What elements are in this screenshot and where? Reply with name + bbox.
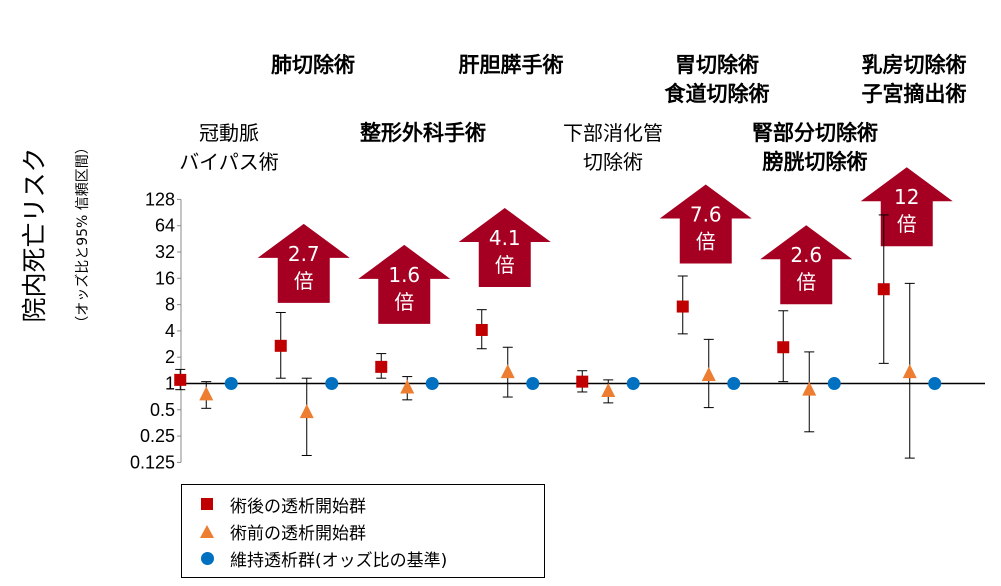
- circle-marker: [928, 377, 942, 390]
- y-tick-label: 32: [155, 242, 175, 262]
- arrow-value-label: 2.6: [790, 243, 822, 267]
- circle-marker: [827, 377, 841, 390]
- square-marker: [877, 283, 890, 296]
- arrow-suffix-label: 倍: [796, 270, 816, 294]
- category-label-line: 冠動脈: [199, 121, 259, 145]
- arrow-value-label: 1.6: [388, 263, 420, 287]
- circle-marker: [727, 377, 741, 390]
- triangle-marker: [601, 383, 616, 398]
- y-tick-label: 8: [165, 295, 175, 315]
- category-label-line: 腎部分切除術: [752, 121, 878, 145]
- category-label-line: 子宮摘出術: [862, 82, 967, 106]
- arrow-suffix-label: 倍: [495, 253, 515, 277]
- circle-marker: [425, 377, 439, 390]
- square-marker: [174, 373, 187, 386]
- y-tick-label: 16: [155, 268, 175, 288]
- circle-marker: [224, 377, 238, 390]
- legend-item-maintenance: 維持透析群(オッズ比の基準): [196, 545, 447, 571]
- category-label-line: 下部消化管: [563, 121, 663, 145]
- triangle-marker: [199, 386, 214, 401]
- category-label-line: 整形外科手術: [360, 121, 486, 145]
- square-marker: [576, 375, 589, 388]
- legend-circle-marker: [196, 551, 218, 566]
- square-marker: [274, 339, 287, 352]
- category-label: 肝胆膵手術: [459, 53, 564, 77]
- category-label-line: 肺切除術: [271, 53, 355, 77]
- category-label: 肺切除術: [271, 53, 355, 77]
- arrow-value-label: 7.6: [690, 203, 722, 227]
- triangle-marker: [400, 379, 415, 394]
- y-tick-label: 4: [165, 321, 175, 341]
- triangle-marker: [500, 364, 515, 379]
- arrow-suffix-label: 倍: [696, 230, 716, 254]
- arrow-suffix-label: 倍: [394, 290, 414, 314]
- category-label: 胃切除術食道切除術: [665, 53, 770, 106]
- triangle-marker: [701, 367, 716, 382]
- increase-arrow: [659, 184, 752, 264]
- square-marker: [375, 360, 388, 373]
- square-marker: [777, 341, 790, 354]
- legend-square-marker: [196, 497, 218, 511]
- category-label-line: 切除術: [583, 150, 643, 174]
- increase-arrow: [458, 207, 551, 287]
- category-label: 下部消化管切除術: [563, 121, 663, 174]
- legend-label-preop: 術前の透析開始群: [230, 523, 366, 544]
- arrow-suffix-label: 倍: [897, 212, 917, 236]
- circle-marker: [325, 377, 339, 390]
- category-label-line: バイパス術: [179, 150, 279, 174]
- category-label: 腎部分切除術膀胱切除術: [752, 121, 878, 174]
- increase-arrow: [257, 223, 350, 303]
- category-label-line: 肝胆膵手術: [459, 53, 564, 77]
- category-label-line: 膀胱切除術: [762, 150, 868, 174]
- triangle-marker: [902, 364, 917, 379]
- category-label: 整形外科手術: [360, 121, 486, 145]
- arrow-value-label: 4.1: [489, 226, 521, 250]
- y-axis-label: 院内死亡リスク: [20, 147, 49, 323]
- increase-arrow: [760, 225, 853, 305]
- legend-label-postop: 術後の透析開始群: [230, 496, 366, 517]
- y-tick-label: 0.5: [150, 400, 175, 420]
- y-tick-label: 1: [165, 374, 175, 394]
- category-label-line: 乳房切除術: [862, 53, 967, 77]
- y-tick-label: 0.25: [140, 426, 175, 446]
- circle-marker: [526, 377, 540, 390]
- triangle-marker: [802, 381, 817, 396]
- legend-triangle-marker: [196, 524, 218, 539]
- category-label: 乳房切除術子宮摘出術: [862, 53, 967, 106]
- square-marker: [475, 323, 488, 336]
- circle-marker: [626, 377, 640, 390]
- y-tick-label: 2: [165, 347, 175, 367]
- triangle-marker: [299, 404, 314, 419]
- legend: 術後の透析開始群 術前の透析開始群 維持透析群(オッズ比の基準): [181, 484, 545, 578]
- arrow-value-label: 2.7: [288, 242, 320, 266]
- category-label-line: 胃切除術: [675, 53, 759, 77]
- increase-arrow: [358, 244, 451, 324]
- legend-item-preop: 術前の透析開始群: [196, 518, 366, 544]
- legend-item-postop: 術後の透析開始群: [196, 491, 366, 517]
- arrow-value-label: 12: [894, 185, 919, 209]
- legend-label-maintenance: 維持透析群(オッズ比の基準): [230, 550, 448, 571]
- arrow-suffix-label: 倍: [294, 269, 314, 293]
- category-label-line: 食道切除術: [665, 82, 770, 106]
- y-tick-label: 64: [155, 216, 175, 236]
- y-tick-label: 0.125: [130, 452, 175, 472]
- y-axis-sublabel: （オッズ比と95% 信頼区間）: [75, 140, 91, 330]
- category-label: 冠動脈バイパス術: [179, 121, 279, 174]
- y-tick-label: 128: [145, 189, 175, 209]
- square-marker: [676, 300, 689, 313]
